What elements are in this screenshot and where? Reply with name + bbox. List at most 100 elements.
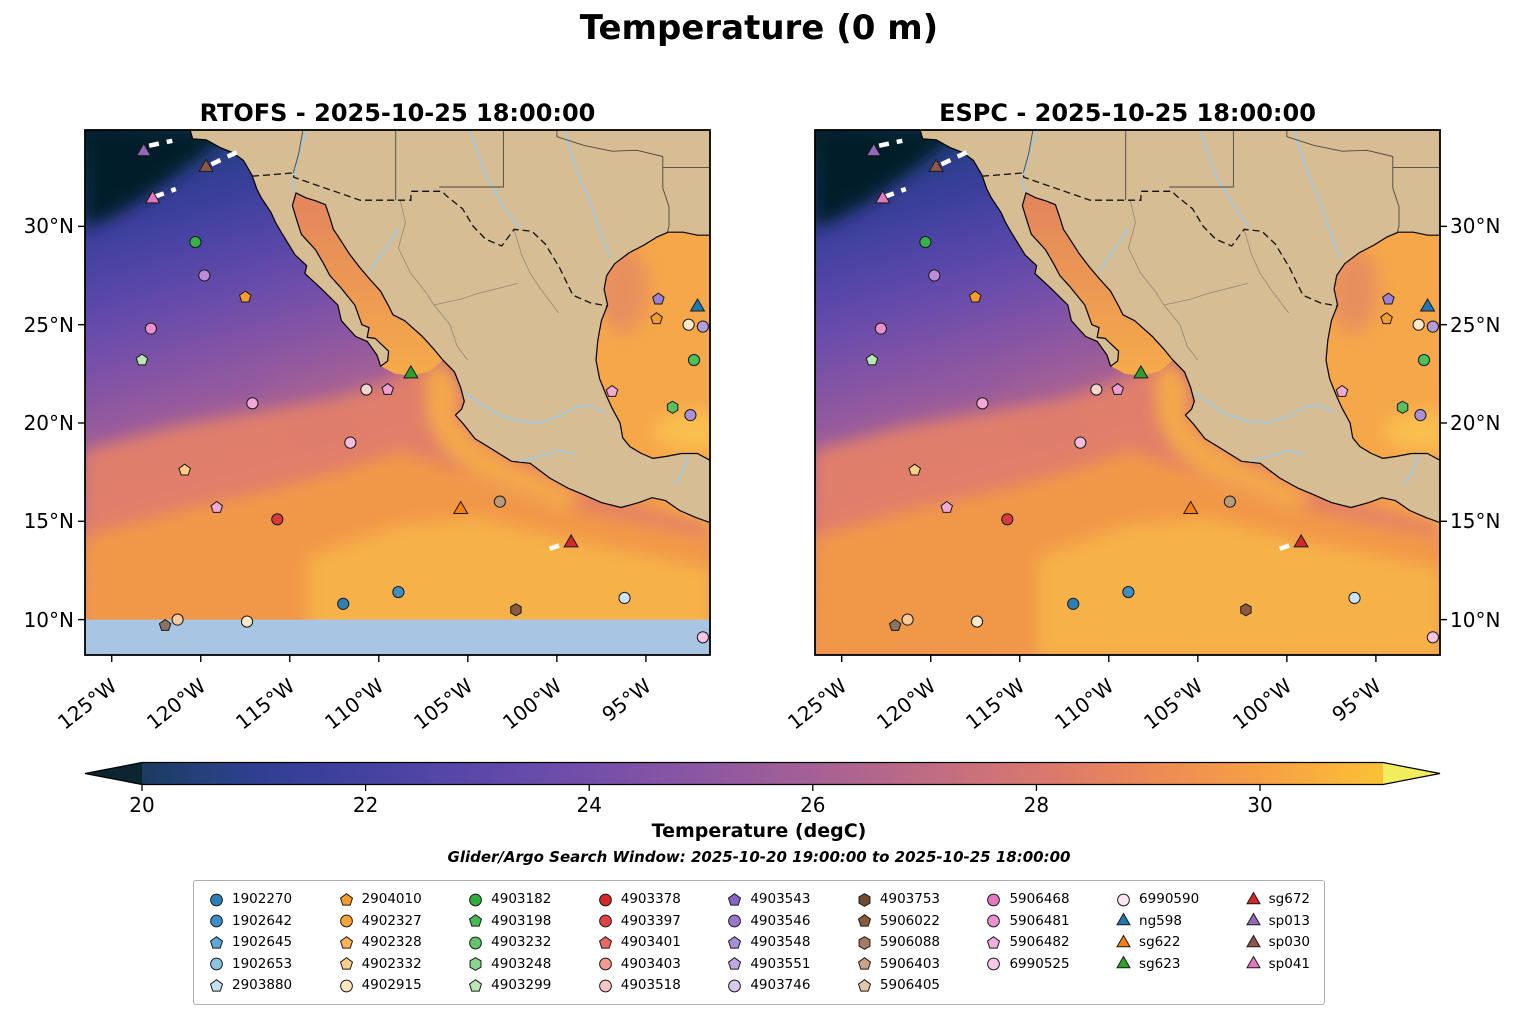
legend-label: 2903880 (232, 977, 293, 994)
circle-marker-icon (339, 979, 353, 993)
map-marker (158, 618, 172, 631)
x-tick-label: 115°W (960, 673, 1030, 735)
map-marker (605, 384, 619, 397)
legend-label: 5906468 (1009, 891, 1070, 908)
legend-label: sp030 (1268, 934, 1310, 951)
glider-track (878, 138, 903, 148)
glider-track (1278, 541, 1295, 551)
x-tick-label: 115°W (230, 673, 300, 735)
legend-item-4903299: 4903299 (467, 975, 551, 996)
pentagon-marker-icon (728, 935, 742, 949)
circle-marker-icon (469, 936, 483, 950)
map-marker (246, 397, 259, 410)
river (1249, 449, 1305, 463)
legend-item-5906088: 5906088 (856, 932, 940, 953)
hexagon-marker-icon (858, 935, 871, 950)
circle-marker-icon (987, 957, 1001, 971)
map-marker (1111, 382, 1124, 395)
land (919, 130, 1440, 524)
legend-label: 4903182 (491, 891, 552, 908)
legend-item-4902332: 4902332 (338, 954, 422, 975)
legend-column: sg672 sp013 sp030 sp041 (1245, 889, 1310, 996)
legend-label: 4903403 (620, 955, 681, 972)
pentagon-marker-icon (728, 892, 742, 906)
legend-item-6990590: 6990590 (1115, 889, 1199, 910)
legend-label: sp041 (1268, 955, 1310, 972)
river (563, 130, 612, 259)
state-border (433, 283, 518, 306)
legend-item-sp030: sp030 (1245, 932, 1310, 953)
pentagon-marker-icon (209, 978, 224, 992)
map-marker (1426, 320, 1439, 333)
legend-label: 6990590 (1139, 891, 1200, 908)
legend-item-4903543: 4903543 (726, 889, 810, 910)
map-marker (271, 513, 284, 526)
legend-label: 4903248 (491, 955, 552, 972)
map-marker (1412, 318, 1425, 331)
map-marker (1380, 312, 1393, 325)
map-marker (392, 585, 405, 599)
circle-marker-icon (728, 914, 742, 928)
y-tick-label: 10°N (23, 607, 74, 632)
legend-item-4903746: 4903746 (726, 975, 810, 996)
circle-marker-icon (210, 957, 223, 971)
map-marker (198, 269, 211, 282)
map-marker (1223, 495, 1236, 508)
circle-marker-icon (987, 914, 1001, 928)
state-border (556, 130, 663, 157)
circle-marker-icon (598, 957, 612, 971)
map-marker (135, 353, 149, 366)
pentagon-marker-icon (469, 978, 483, 992)
legend-label: 4903746 (750, 977, 811, 994)
legend-label: 5906405 (879, 977, 941, 994)
legend-label: 2904010 (361, 891, 422, 908)
legend-item-5906403: 5906403 (856, 954, 940, 975)
x-tick-label: 120°W (141, 673, 211, 735)
pentagon-marker-icon (598, 935, 612, 949)
state-border (1022, 130, 1034, 174)
y-tick-label: 10°N (1450, 607, 1501, 632)
glider-track (153, 186, 177, 200)
legend-item-4903548: 4903548 (726, 932, 810, 953)
state-border (1127, 200, 1199, 361)
map-marker-ng598 (689, 297, 706, 312)
map-marker (908, 463, 922, 476)
y-tick-label: 25°N (1450, 312, 1501, 337)
legend-label: 4903198 (491, 912, 552, 929)
map-marker (1074, 436, 1087, 449)
legend-label: 5906022 (879, 912, 941, 929)
map-marker-sp041 (144, 189, 161, 204)
state-border (1163, 283, 1248, 306)
legend-item-5906468: 5906468 (985, 889, 1070, 910)
map-marker (696, 320, 709, 333)
legend-item-1902642: 1902642 (208, 911, 292, 932)
map-marker (240, 615, 254, 628)
legend-label: 4903543 (750, 891, 811, 908)
rtofs-nodata-band (85, 619, 710, 655)
legend-item-sp013: sp013 (1245, 911, 1310, 932)
river (1199, 130, 1251, 228)
map-marker (666, 400, 679, 414)
triangle-marker-icon (1116, 912, 1131, 926)
map-marker (652, 292, 665, 305)
legend-column: 4903182 4903198 4903232 4903248 4903299 (467, 889, 551, 996)
legend-item-sg672: sg672 (1245, 889, 1310, 910)
map-marker (1001, 513, 1014, 526)
country-border (981, 172, 1338, 307)
pentagon-marker-icon (857, 957, 871, 970)
map-marker (1396, 400, 1409, 414)
legend-item-4903232: 4903232 (467, 932, 551, 953)
legend-label: ng598 (1139, 912, 1182, 929)
circle-marker-icon (469, 893, 483, 907)
map-marker (1382, 292, 1395, 305)
map-marker (874, 322, 887, 335)
state-border (662, 156, 670, 233)
legend-label: 1902642 (232, 912, 293, 929)
legend-label: sp013 (1268, 912, 1310, 929)
legend-label: 4903401 (620, 934, 681, 951)
circle-marker-icon (987, 893, 1001, 907)
legend-label: 4902332 (361, 955, 422, 972)
map-marker (381, 382, 394, 395)
map-marker-sg623 (1133, 364, 1149, 379)
state-border (397, 200, 469, 361)
